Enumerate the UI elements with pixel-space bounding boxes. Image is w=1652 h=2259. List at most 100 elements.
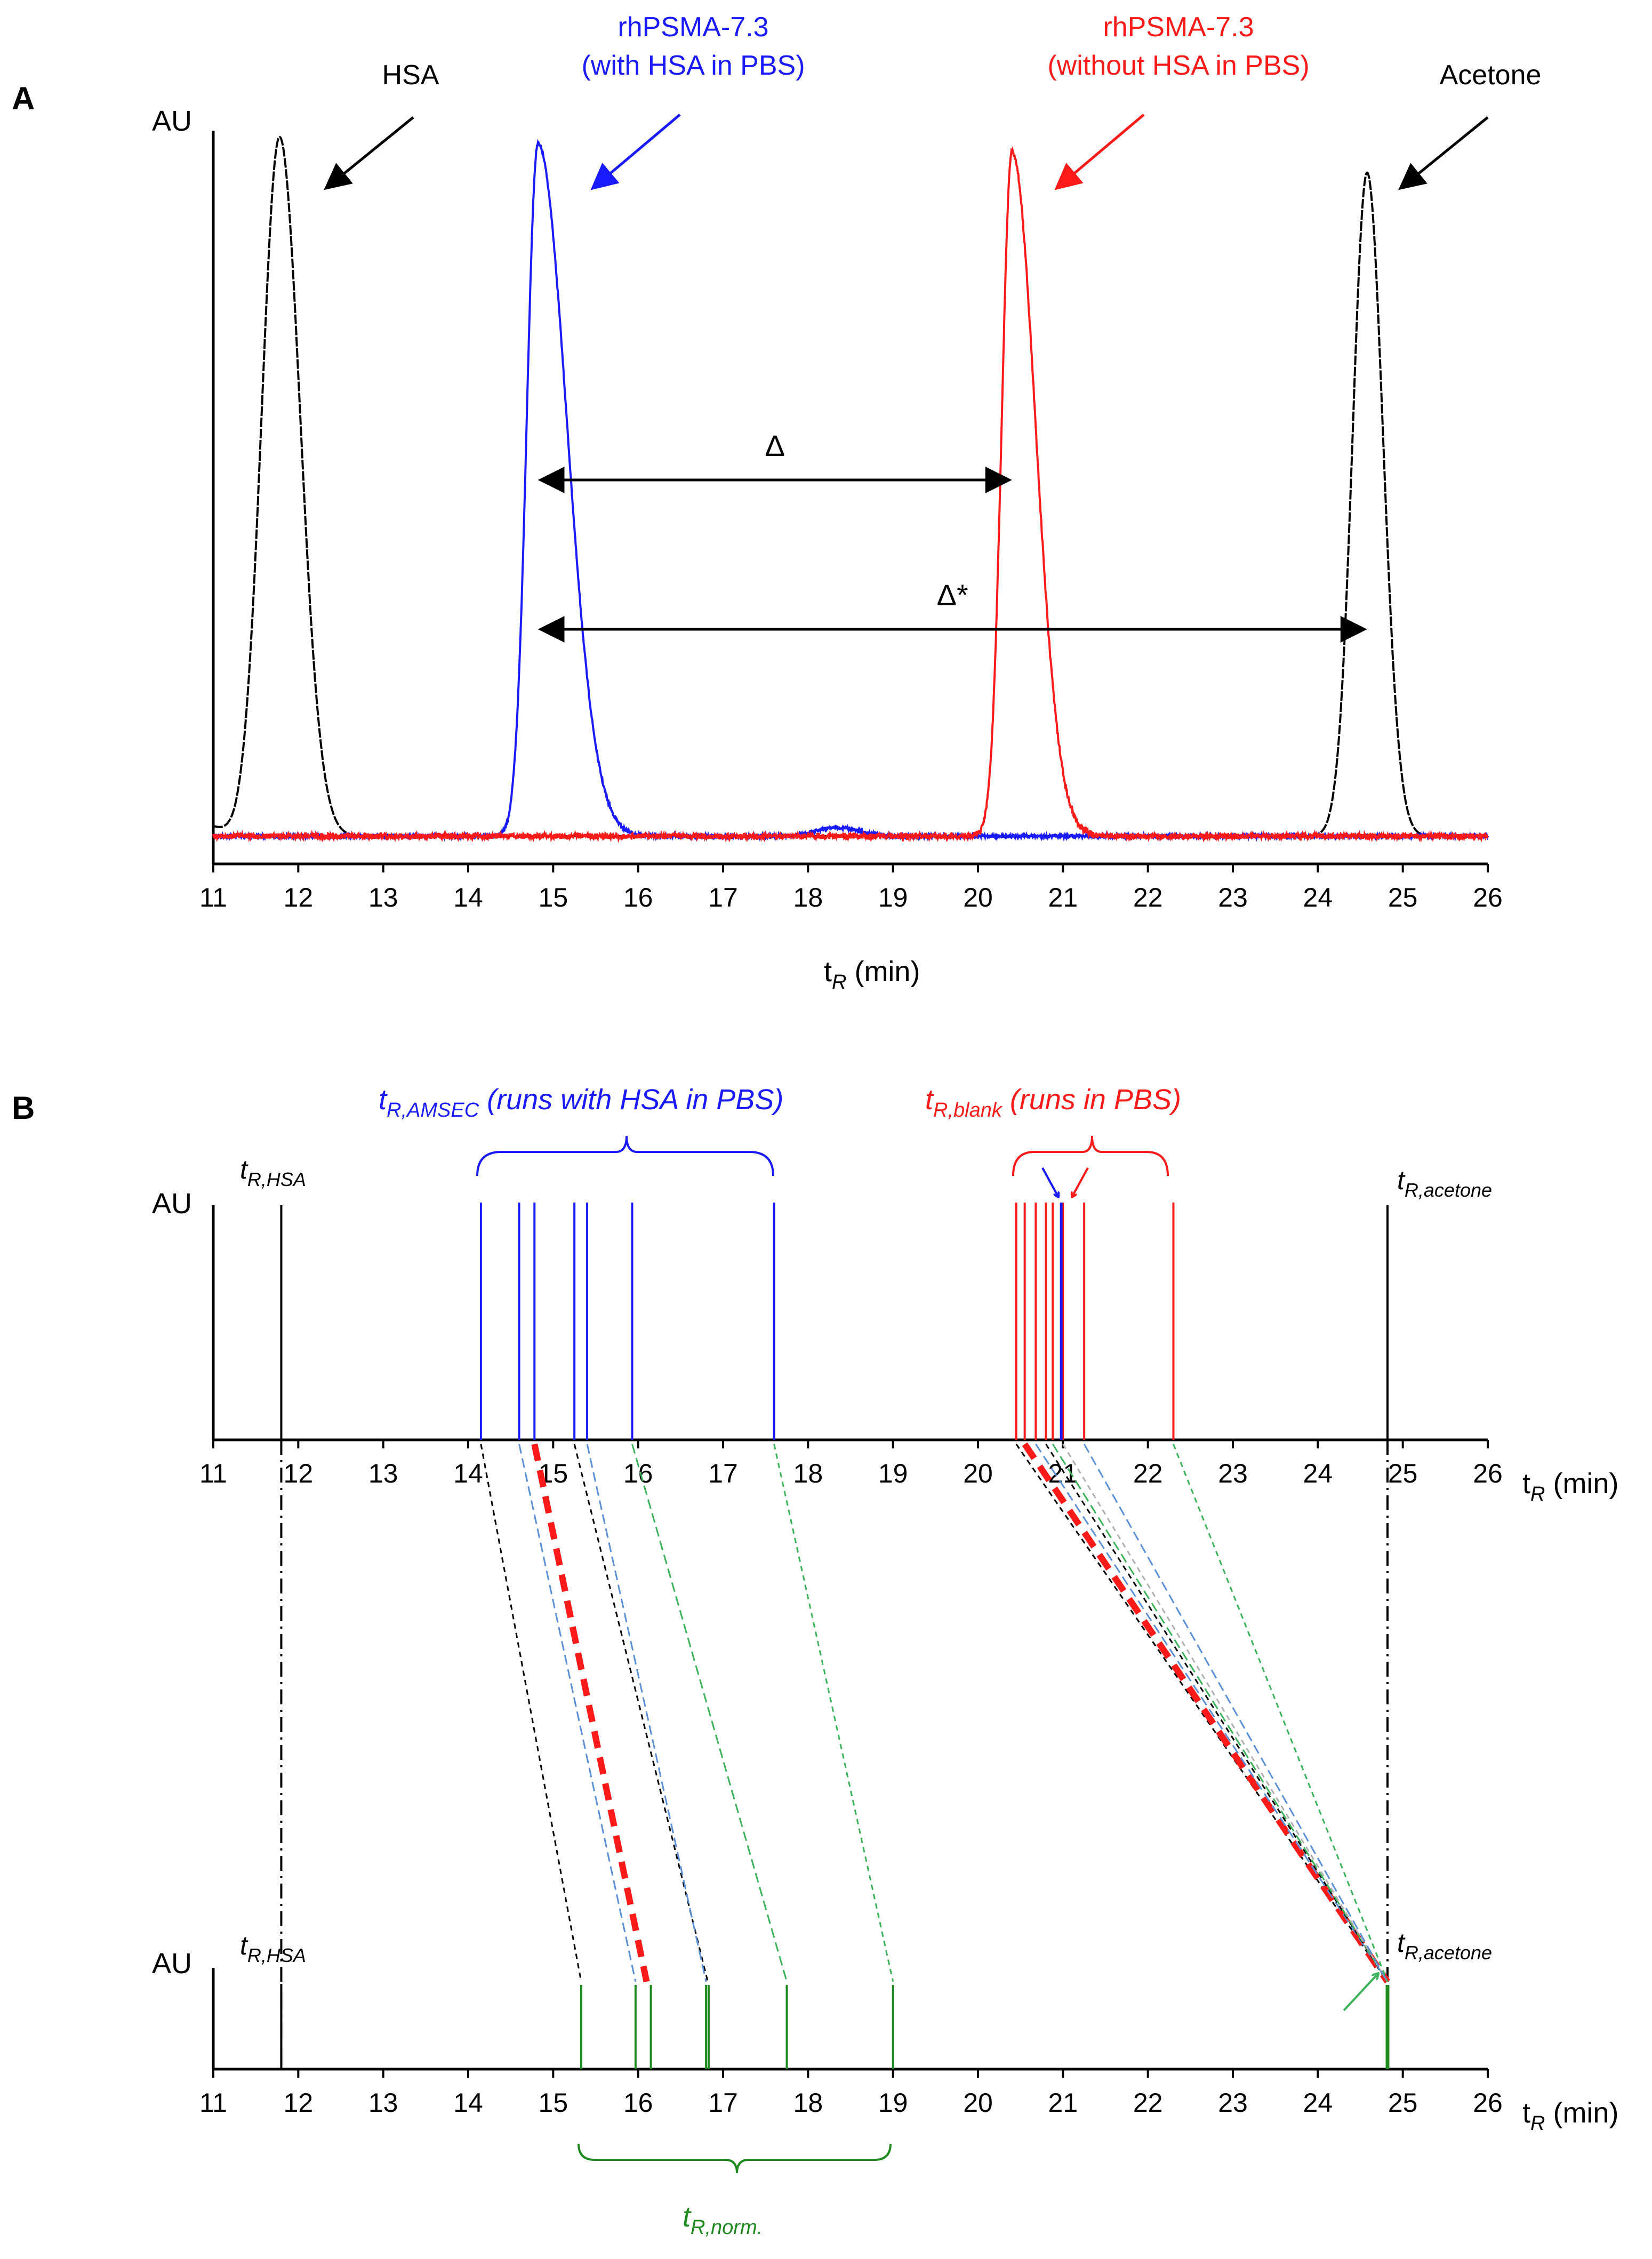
delta-label: Δ [765, 429, 784, 462]
connector-1 [518, 1444, 637, 1982]
connector-10 [1045, 1444, 1389, 1982]
label-tr-hsa-top: tR,HSA [240, 1155, 306, 1190]
connector-8 [1022, 1442, 1390, 1984]
panel-b-top-tick-label-22: 22 [1133, 1459, 1163, 1488]
panel-a-tick-label-18: 18 [793, 883, 823, 912]
panel-b-marks [280, 1203, 1390, 2069]
panel-a-y-label: AU [152, 105, 192, 137]
label-tr-amsec: tR,AMSEC (runs with HSA in PBS) [379, 1084, 783, 1122]
panel-b-top-tick-labels: 11 12 13 14 15 16 17 18 19 20 21 22 23 24 25 26 [199, 1459, 1503, 1488]
bracket-norm [578, 2143, 892, 2174]
label-red-line1: rhPSMA-7.3 [1103, 12, 1254, 43]
panel-b-top-tick-label-23: 23 [1218, 1459, 1248, 1488]
connector-12 [1062, 1444, 1389, 1982]
panel-a-tick-label-12: 12 [284, 883, 314, 912]
panel-a-letter: A [12, 81, 35, 116]
panel-b-top-tick-label-21: 21 [1048, 1459, 1078, 1488]
panel-a-tick-label-14: 14 [453, 883, 483, 912]
panel-b-bottom-tick-label-15: 15 [539, 2088, 568, 2118]
label-blue-line2: (with HSA in PBS) [581, 50, 805, 81]
panel-a-tick-label-23: 23 [1218, 883, 1248, 912]
connector-7 [1015, 1444, 1389, 1982]
panel-a-tick-label-16: 16 [623, 883, 653, 912]
panel-a-tick-labels: 11 12 13 14 15 16 17 18 19 20 21 22 23 24 25 26 [199, 883, 1503, 912]
panel-b-bottom-ticks [212, 2069, 1489, 2078]
connector-13 [1083, 1444, 1389, 1982]
arrow-red-marker [1072, 1167, 1089, 1197]
panel-b-top-tick-label-14: 14 [453, 1459, 483, 1488]
label-acetone: Acetone [1440, 60, 1542, 91]
panel-a-tick-label-22: 22 [1133, 883, 1163, 912]
panel-b-top-y-label: AU [152, 1188, 192, 1220]
arrow-hsa [324, 116, 414, 190]
connector-5 [631, 1444, 788, 1982]
label-tr-blank: tR,blank (runs in PBS) [925, 1084, 1181, 1122]
trace-blue [212, 139, 1489, 842]
panel-b-bottom-tick-label-22: 22 [1133, 2088, 1163, 2118]
panel-a: A AU 11 12 13 14 15 16 17 18 19 20 21 22 23 24 25 26 tR… [12, 12, 1541, 994]
panel-a-tick-label-25: 25 [1388, 883, 1418, 912]
panel-b: B AU 11 12 13 14 15 16 17 18 19 20 21 22 23 24 25 26 tR… [12, 1084, 1618, 2239]
panel-a-tick-label-19: 19 [878, 883, 908, 912]
panel-a-tick-label-17: 17 [708, 883, 738, 912]
trace-red [212, 146, 1489, 843]
panel-b-top-x-label: tR (min) [1522, 1468, 1618, 1505]
panel-b-bottom-tick-label-25: 25 [1388, 2088, 1418, 2118]
panel-b-top-tick-label-18: 18 [793, 1459, 823, 1488]
panel-b-bottom-tick-label-26: 26 [1473, 2088, 1503, 2118]
panel-b-connectors [480, 1442, 1390, 1984]
panel-b-bottom-tick-label-14: 14 [453, 2088, 483, 2118]
panel-b-top-tick-label-19: 19 [878, 1459, 908, 1488]
panel-a-tick-label-13: 13 [368, 883, 398, 912]
panel-b-bottom-tick-label-11: 11 [199, 2088, 227, 2118]
connector-0 [480, 1444, 582, 1982]
panel-b-top-tick-label-26: 26 [1473, 1459, 1503, 1488]
panel-a-tick-label-21: 21 [1048, 883, 1078, 912]
label-red-line2: (without HSA in PBS) [1047, 50, 1309, 81]
panel-a-tick-label-11: 11 [199, 883, 227, 912]
panel-b-bottom-tick-label-24: 24 [1303, 2088, 1333, 2118]
connector-2 [531, 1443, 650, 1983]
bracket-amsec [476, 1135, 774, 1176]
panel-b-top-tick-label-20: 20 [963, 1459, 993, 1488]
panel-b-bottom-tick-label-17: 17 [708, 2088, 738, 2118]
panel-a-traces [212, 135, 1489, 843]
panel-b-bottom-tick-label-23: 23 [1218, 2088, 1248, 2118]
panel-b-bottom-tick-label-13: 13 [368, 2088, 398, 2118]
panel-b-top-tick-label-17: 17 [708, 1459, 738, 1488]
panel-b-top-tick-label-13: 13 [368, 1459, 398, 1488]
panel-a-x-label: tR (min) [824, 956, 920, 994]
panel-a-tick-label-26: 26 [1473, 883, 1503, 912]
panel-b-bottom-tick-labels: 11 12 13 14 15 16 17 18 19 20 21 22 23 24 25 26 [199, 2088, 1503, 2118]
panel-b-top-ticks [212, 1440, 1489, 1448]
panel-a-tick-label-20: 20 [963, 883, 993, 912]
connector-11 [1052, 1444, 1389, 1982]
panel-b-top-tick-label-25: 25 [1388, 1459, 1418, 1488]
panel-b-bottom-tick-label-20: 20 [963, 2088, 993, 2118]
arrow-acetone [1398, 116, 1489, 190]
connector-9 [1035, 1444, 1389, 1982]
panel-a-ticks [212, 864, 1489, 872]
connector-6 [773, 1444, 894, 1982]
connector-3 [573, 1444, 709, 1982]
panel-b-letter: B [12, 1090, 35, 1126]
label-tr-norm: tR,norm. [683, 2201, 763, 2239]
bracket-blank [1012, 1135, 1169, 1176]
panel-b-bottom-tick-label-12: 12 [284, 2088, 314, 2118]
label-tr-acetone-top: tR,acetone [1397, 1165, 1492, 1201]
panel-b-bottom-tick-label-16: 16 [623, 2088, 653, 2118]
arrow-blue-marker [1041, 1167, 1058, 1197]
panel-b-bottom-y-label: AU [152, 1948, 192, 1980]
panel-b-bottom-tick-label-18: 18 [793, 2088, 823, 2118]
label-blue-line1: rhPSMA-7.3 [618, 12, 768, 43]
panel-a-tick-label-15: 15 [539, 883, 568, 912]
arrow-red [1054, 114, 1145, 190]
label-tr-acetone-bottom: tR,acetone [1397, 1928, 1492, 1964]
connector-14 [1173, 1444, 1389, 1982]
arrow-green-marker [1343, 1973, 1378, 2012]
panel-a-tick-label-24: 24 [1303, 883, 1333, 912]
panel-b-top-tick-label-11: 11 [199, 1459, 227, 1488]
panel-b-bottom-x-label: tR (min) [1522, 2097, 1618, 2135]
arrow-blue [590, 114, 681, 190]
